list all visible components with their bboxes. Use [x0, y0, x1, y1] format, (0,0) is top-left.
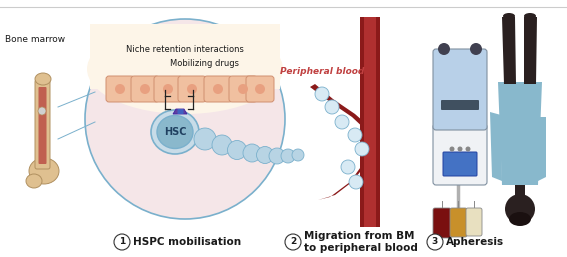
FancyBboxPatch shape: [35, 80, 50, 169]
Circle shape: [227, 141, 247, 160]
Text: 3: 3: [432, 237, 438, 246]
Circle shape: [335, 115, 349, 129]
Text: Peripheral blood: Peripheral blood: [280, 68, 364, 77]
Circle shape: [243, 144, 261, 162]
Polygon shape: [310, 84, 372, 132]
Ellipse shape: [85, 19, 285, 219]
Text: 2: 2: [290, 237, 296, 246]
Circle shape: [213, 84, 223, 94]
Polygon shape: [173, 109, 187, 114]
Ellipse shape: [524, 13, 536, 19]
Circle shape: [438, 43, 450, 55]
Circle shape: [212, 135, 232, 155]
Circle shape: [269, 148, 285, 164]
Polygon shape: [498, 82, 542, 185]
Ellipse shape: [157, 115, 193, 149]
Polygon shape: [310, 157, 372, 202]
FancyBboxPatch shape: [90, 24, 280, 89]
Circle shape: [238, 84, 248, 94]
Circle shape: [163, 84, 173, 94]
FancyBboxPatch shape: [433, 124, 487, 185]
Text: Bone marrow: Bone marrow: [5, 35, 65, 44]
Circle shape: [194, 128, 216, 150]
Text: HSC: HSC: [164, 127, 186, 137]
Circle shape: [256, 146, 273, 163]
FancyBboxPatch shape: [229, 76, 257, 102]
FancyBboxPatch shape: [433, 208, 451, 238]
Circle shape: [505, 194, 535, 224]
Text: Apheresis: Apheresis: [446, 237, 504, 247]
Ellipse shape: [503, 13, 515, 19]
Circle shape: [355, 142, 369, 156]
FancyBboxPatch shape: [154, 76, 182, 102]
Circle shape: [281, 149, 295, 163]
FancyBboxPatch shape: [177, 109, 184, 114]
FancyBboxPatch shape: [246, 76, 274, 102]
FancyBboxPatch shape: [106, 76, 134, 102]
Circle shape: [348, 128, 362, 142]
Circle shape: [187, 84, 197, 94]
Circle shape: [470, 43, 482, 55]
Circle shape: [38, 107, 46, 115]
Circle shape: [115, 84, 125, 94]
FancyBboxPatch shape: [131, 76, 159, 102]
FancyBboxPatch shape: [466, 208, 482, 236]
FancyBboxPatch shape: [433, 49, 487, 130]
FancyBboxPatch shape: [441, 100, 479, 110]
Circle shape: [341, 160, 355, 174]
Polygon shape: [538, 117, 546, 181]
Circle shape: [292, 149, 304, 161]
FancyBboxPatch shape: [450, 208, 467, 237]
Ellipse shape: [151, 110, 199, 154]
Circle shape: [427, 234, 443, 250]
Circle shape: [114, 234, 130, 250]
Circle shape: [325, 100, 339, 114]
Polygon shape: [490, 112, 502, 181]
FancyBboxPatch shape: [443, 152, 477, 176]
Polygon shape: [524, 17, 537, 84]
FancyBboxPatch shape: [515, 184, 525, 196]
Text: Niche retention interactions: Niche retention interactions: [126, 45, 244, 54]
Circle shape: [466, 146, 471, 151]
Circle shape: [285, 234, 301, 250]
Circle shape: [349, 175, 363, 189]
Ellipse shape: [29, 158, 59, 184]
Ellipse shape: [26, 174, 42, 188]
Polygon shape: [502, 17, 516, 84]
Ellipse shape: [35, 73, 51, 85]
FancyBboxPatch shape: [178, 76, 206, 102]
FancyBboxPatch shape: [39, 87, 46, 164]
Text: Migration from BM
to peripheral blood: Migration from BM to peripheral blood: [304, 231, 418, 253]
Circle shape: [140, 84, 150, 94]
Circle shape: [315, 87, 329, 101]
Circle shape: [458, 146, 463, 151]
FancyBboxPatch shape: [204, 76, 232, 102]
Text: HSPC mobilisation: HSPC mobilisation: [133, 237, 241, 247]
Polygon shape: [360, 17, 380, 227]
Ellipse shape: [509, 212, 531, 226]
Text: Mobilizing drugs: Mobilizing drugs: [171, 60, 239, 69]
Text: 1: 1: [119, 237, 125, 246]
Circle shape: [255, 84, 265, 94]
Polygon shape: [364, 17, 376, 227]
Circle shape: [450, 146, 455, 151]
Ellipse shape: [87, 24, 283, 114]
